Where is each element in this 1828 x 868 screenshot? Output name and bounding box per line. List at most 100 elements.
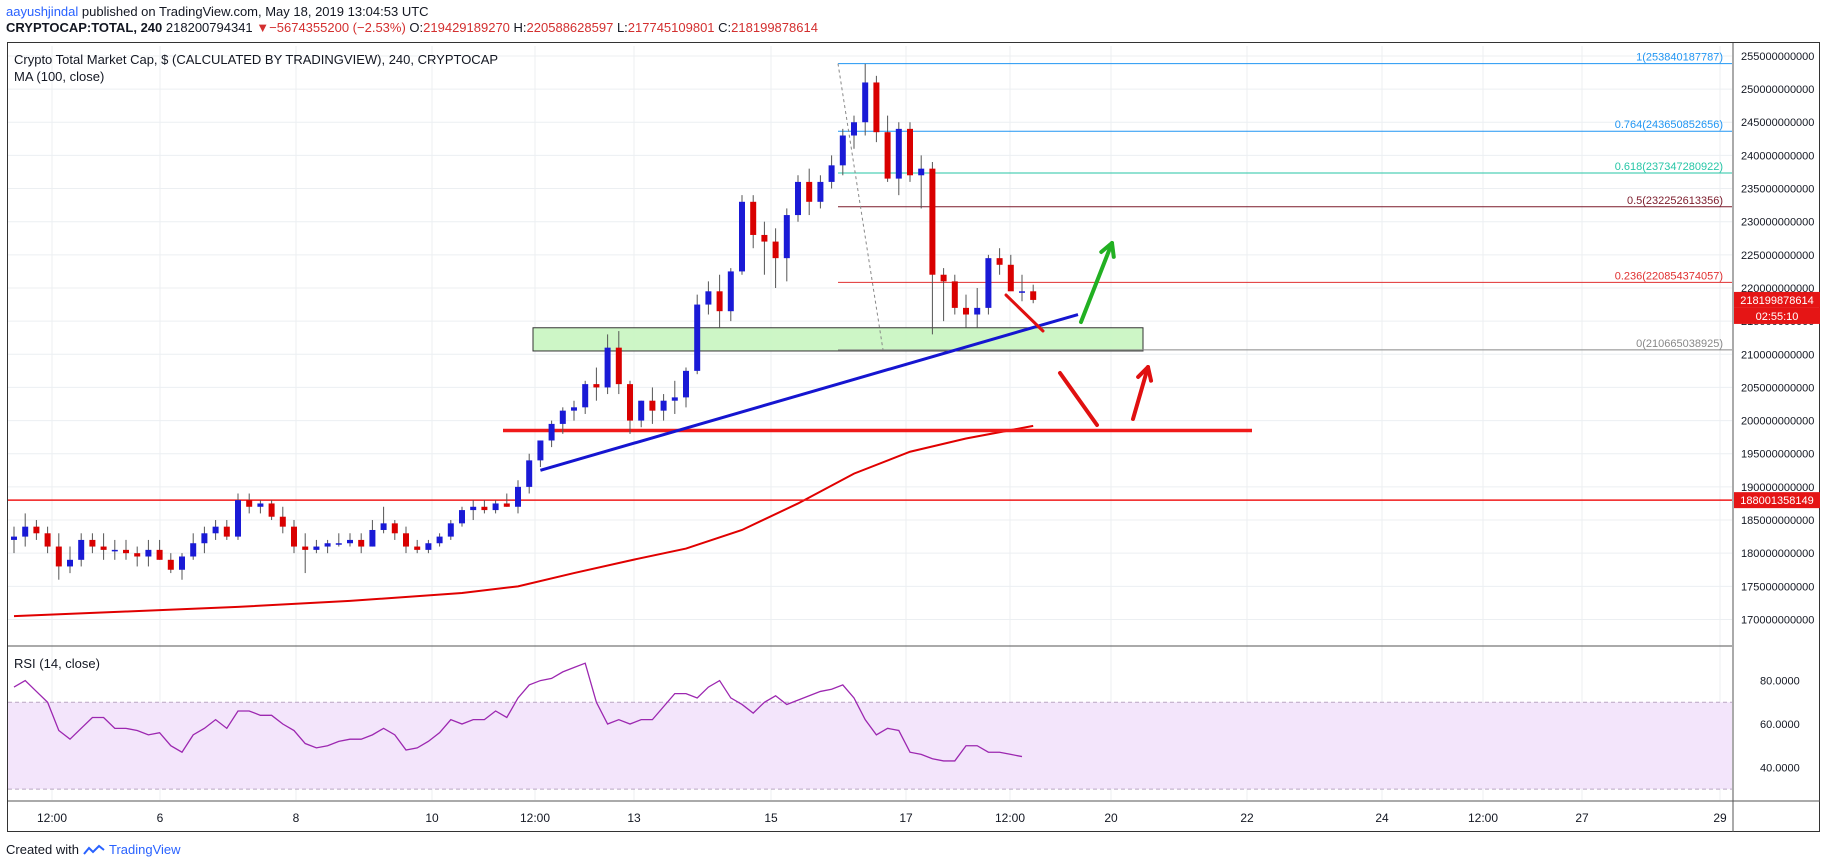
candle-body xyxy=(1030,291,1037,300)
ma-legend: MA (100, close) xyxy=(14,69,105,84)
candle-body xyxy=(391,523,398,534)
y-tick-label: 230000000000 xyxy=(1741,217,1814,229)
created-with-text: Created with xyxy=(6,842,79,857)
candle-body xyxy=(156,549,163,560)
ma-line xyxy=(13,424,1034,618)
fib-level-label: 0(210665038925) xyxy=(1636,338,1723,350)
candle-body xyxy=(44,533,51,547)
fib-level-label: 1(253840187787) xyxy=(1636,52,1723,64)
candle-body xyxy=(313,546,320,550)
fib-level-label: 0.618(237347280922) xyxy=(1615,161,1723,173)
low-value: 217745109801 xyxy=(627,20,715,35)
rsi-line xyxy=(13,662,1023,762)
candle-body xyxy=(727,271,734,312)
y-tick-label: 235000000000 xyxy=(1741,184,1814,196)
candle-body xyxy=(649,400,656,411)
candle-body xyxy=(940,274,947,282)
candle-body xyxy=(582,384,589,408)
last-price-badge-bg xyxy=(1734,291,1820,308)
candle-body xyxy=(447,523,454,537)
candle-body xyxy=(111,549,118,552)
author-link[interactable]: aayushjindal xyxy=(6,4,79,19)
candle-body xyxy=(369,529,376,547)
candle-body xyxy=(67,559,73,567)
x-tick-label: 8 xyxy=(293,811,300,825)
rsi-band xyxy=(8,702,1732,790)
candle-body xyxy=(212,526,219,534)
x-tick-label: 12:00 xyxy=(1468,811,1498,825)
up-arrow-red-head xyxy=(1136,365,1154,383)
change-value: −5674355200 (−2.53%) xyxy=(269,20,406,35)
candle-body xyxy=(257,503,264,507)
candle-body xyxy=(190,543,197,557)
y-tick-label: 185000000000 xyxy=(1741,515,1814,527)
last-price: 218200794341 xyxy=(165,20,253,35)
candle-body xyxy=(55,546,62,567)
y-tick-label: 180000000000 xyxy=(1741,548,1814,560)
candle-body xyxy=(380,523,387,530)
ohlc-line: CRYPTOCAP:TOTAL, 240 218200794341 ▼−5674… xyxy=(6,20,818,36)
x-tick-label: 10 xyxy=(425,811,439,825)
candle-body xyxy=(425,543,432,550)
candle-body xyxy=(985,258,992,308)
down-arrow-red xyxy=(1058,371,1099,427)
candle-body xyxy=(895,128,902,179)
x-tick-label: 24 xyxy=(1375,811,1389,825)
candle-body xyxy=(739,201,745,272)
candle-body xyxy=(358,539,365,547)
x-tick-label: 12:00 xyxy=(995,811,1025,825)
candle-body xyxy=(716,291,723,312)
up-arrow-green xyxy=(1079,241,1114,324)
x-tick-label: 27 xyxy=(1575,811,1589,825)
candle-body xyxy=(862,82,869,123)
candle-body xyxy=(403,533,409,547)
candle-body xyxy=(638,400,645,421)
candle-body xyxy=(851,122,857,136)
chart-frame[interactable] xyxy=(7,42,1820,832)
candle-body xyxy=(839,135,846,166)
fib-trend-line xyxy=(837,63,884,350)
close-label: C: xyxy=(718,20,732,35)
x-tick-label: 17 xyxy=(899,811,913,825)
candle-body xyxy=(828,165,835,182)
footer: Created with TradingView xyxy=(6,842,181,857)
chart-title: Crypto Total Market Cap, $ (CALCULATED B… xyxy=(14,52,499,67)
candle-body xyxy=(302,546,309,550)
publisher-line: aayushjindal published on TradingView.co… xyxy=(6,4,429,20)
candle-body xyxy=(324,543,331,547)
x-tick-label: 6 xyxy=(157,811,164,825)
candle-body xyxy=(996,258,1003,265)
open-value: 219429189270 xyxy=(423,20,510,35)
candle-body xyxy=(951,281,958,308)
candle-body xyxy=(772,241,779,259)
y-tick-label: 190000000000 xyxy=(1741,482,1814,494)
candle-body xyxy=(134,553,141,557)
x-tick-label: 29 xyxy=(1713,811,1727,825)
candle-body xyxy=(559,410,566,424)
candle-body xyxy=(492,503,499,511)
rsi-legend: RSI (14, close) xyxy=(14,656,100,671)
candle-body xyxy=(1007,264,1014,292)
y-tick-label: 205000000000 xyxy=(1741,382,1814,394)
candle-body xyxy=(100,546,107,550)
candle-body xyxy=(671,397,678,401)
tradingview-link[interactable]: TradingView xyxy=(108,842,181,857)
x-tick-label: 20 xyxy=(1104,811,1118,825)
candle-body xyxy=(548,423,555,441)
candle-body xyxy=(705,291,712,305)
x-tick-label: 12:00 xyxy=(37,811,67,825)
open-label: O: xyxy=(409,20,424,35)
candle-body xyxy=(279,516,286,527)
candle-body xyxy=(515,486,521,507)
y-tick-label: 210000000000 xyxy=(1741,349,1814,361)
high-label: H: xyxy=(513,20,527,35)
tradingview-logo-icon xyxy=(83,844,105,855)
candle-body xyxy=(918,168,925,176)
candle-body xyxy=(78,539,85,560)
x-tick-label: 12:00 xyxy=(520,811,550,825)
candle-body xyxy=(615,347,622,385)
candle-body xyxy=(235,500,241,537)
candle-body xyxy=(795,181,801,216)
candle-body xyxy=(22,526,29,537)
